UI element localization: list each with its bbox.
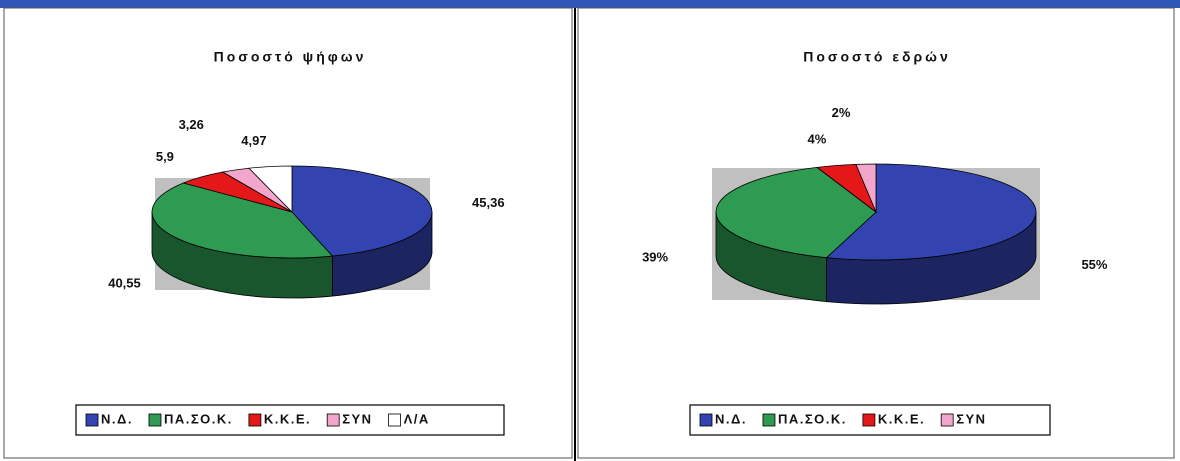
legend-label: ΣΥΝ: [956, 411, 986, 426]
panel-frame: [3, 7, 573, 459]
legend-swatch: [940, 413, 954, 427]
legend-label: Κ.Κ.Ε.: [264, 411, 311, 426]
legend-swatch: [326, 413, 340, 427]
slice: [715, 166, 877, 259]
legend-label: ΠΑ.ΣΟ.Κ.: [778, 411, 847, 426]
legend-label: Ν.Δ.: [101, 411, 133, 426]
data-label: 39%: [642, 249, 668, 264]
legend-label: Κ.Κ.Ε.: [878, 411, 925, 426]
data-label: 4%: [807, 131, 826, 146]
pie-tops: [715, 163, 1037, 261]
legend-swatch: [862, 413, 876, 427]
legend-label: ΣΥΝ: [342, 411, 372, 426]
panel-frame: [577, 7, 1175, 459]
data-label: 2%: [832, 105, 851, 120]
slice: [151, 182, 334, 259]
legend-box: [75, 404, 505, 436]
legend-swatch: [699, 413, 713, 427]
data-label: 3,26: [179, 117, 204, 132]
data-label: 4,97: [241, 133, 266, 148]
slice: [248, 165, 293, 213]
legend-swatch: [148, 413, 162, 427]
chart-title: Ποσοστό εδρών: [803, 49, 950, 65]
chart-title: Ποσοστό ψήφων: [214, 49, 367, 65]
data-label: 5,9: [156, 149, 174, 164]
top-border: [0, 0, 1180, 8]
slice: [291, 165, 433, 257]
legend-label: Λ/Α: [404, 411, 430, 426]
legend-swatch: [85, 413, 99, 427]
data-label: 45,36: [472, 195, 505, 210]
data-label: 40,55: [108, 275, 141, 290]
legend-label: ΠΑ.ΣΟ.Κ.: [164, 411, 233, 426]
legend-swatch: [762, 413, 776, 427]
legend-label: Ν.Δ.: [715, 411, 747, 426]
slice: [855, 163, 877, 213]
data-label: 55%: [1081, 257, 1107, 272]
legend-swatch: [248, 413, 262, 427]
pie-tops: [151, 165, 433, 259]
slice: [825, 163, 1037, 261]
legend-swatch: [388, 413, 401, 427]
